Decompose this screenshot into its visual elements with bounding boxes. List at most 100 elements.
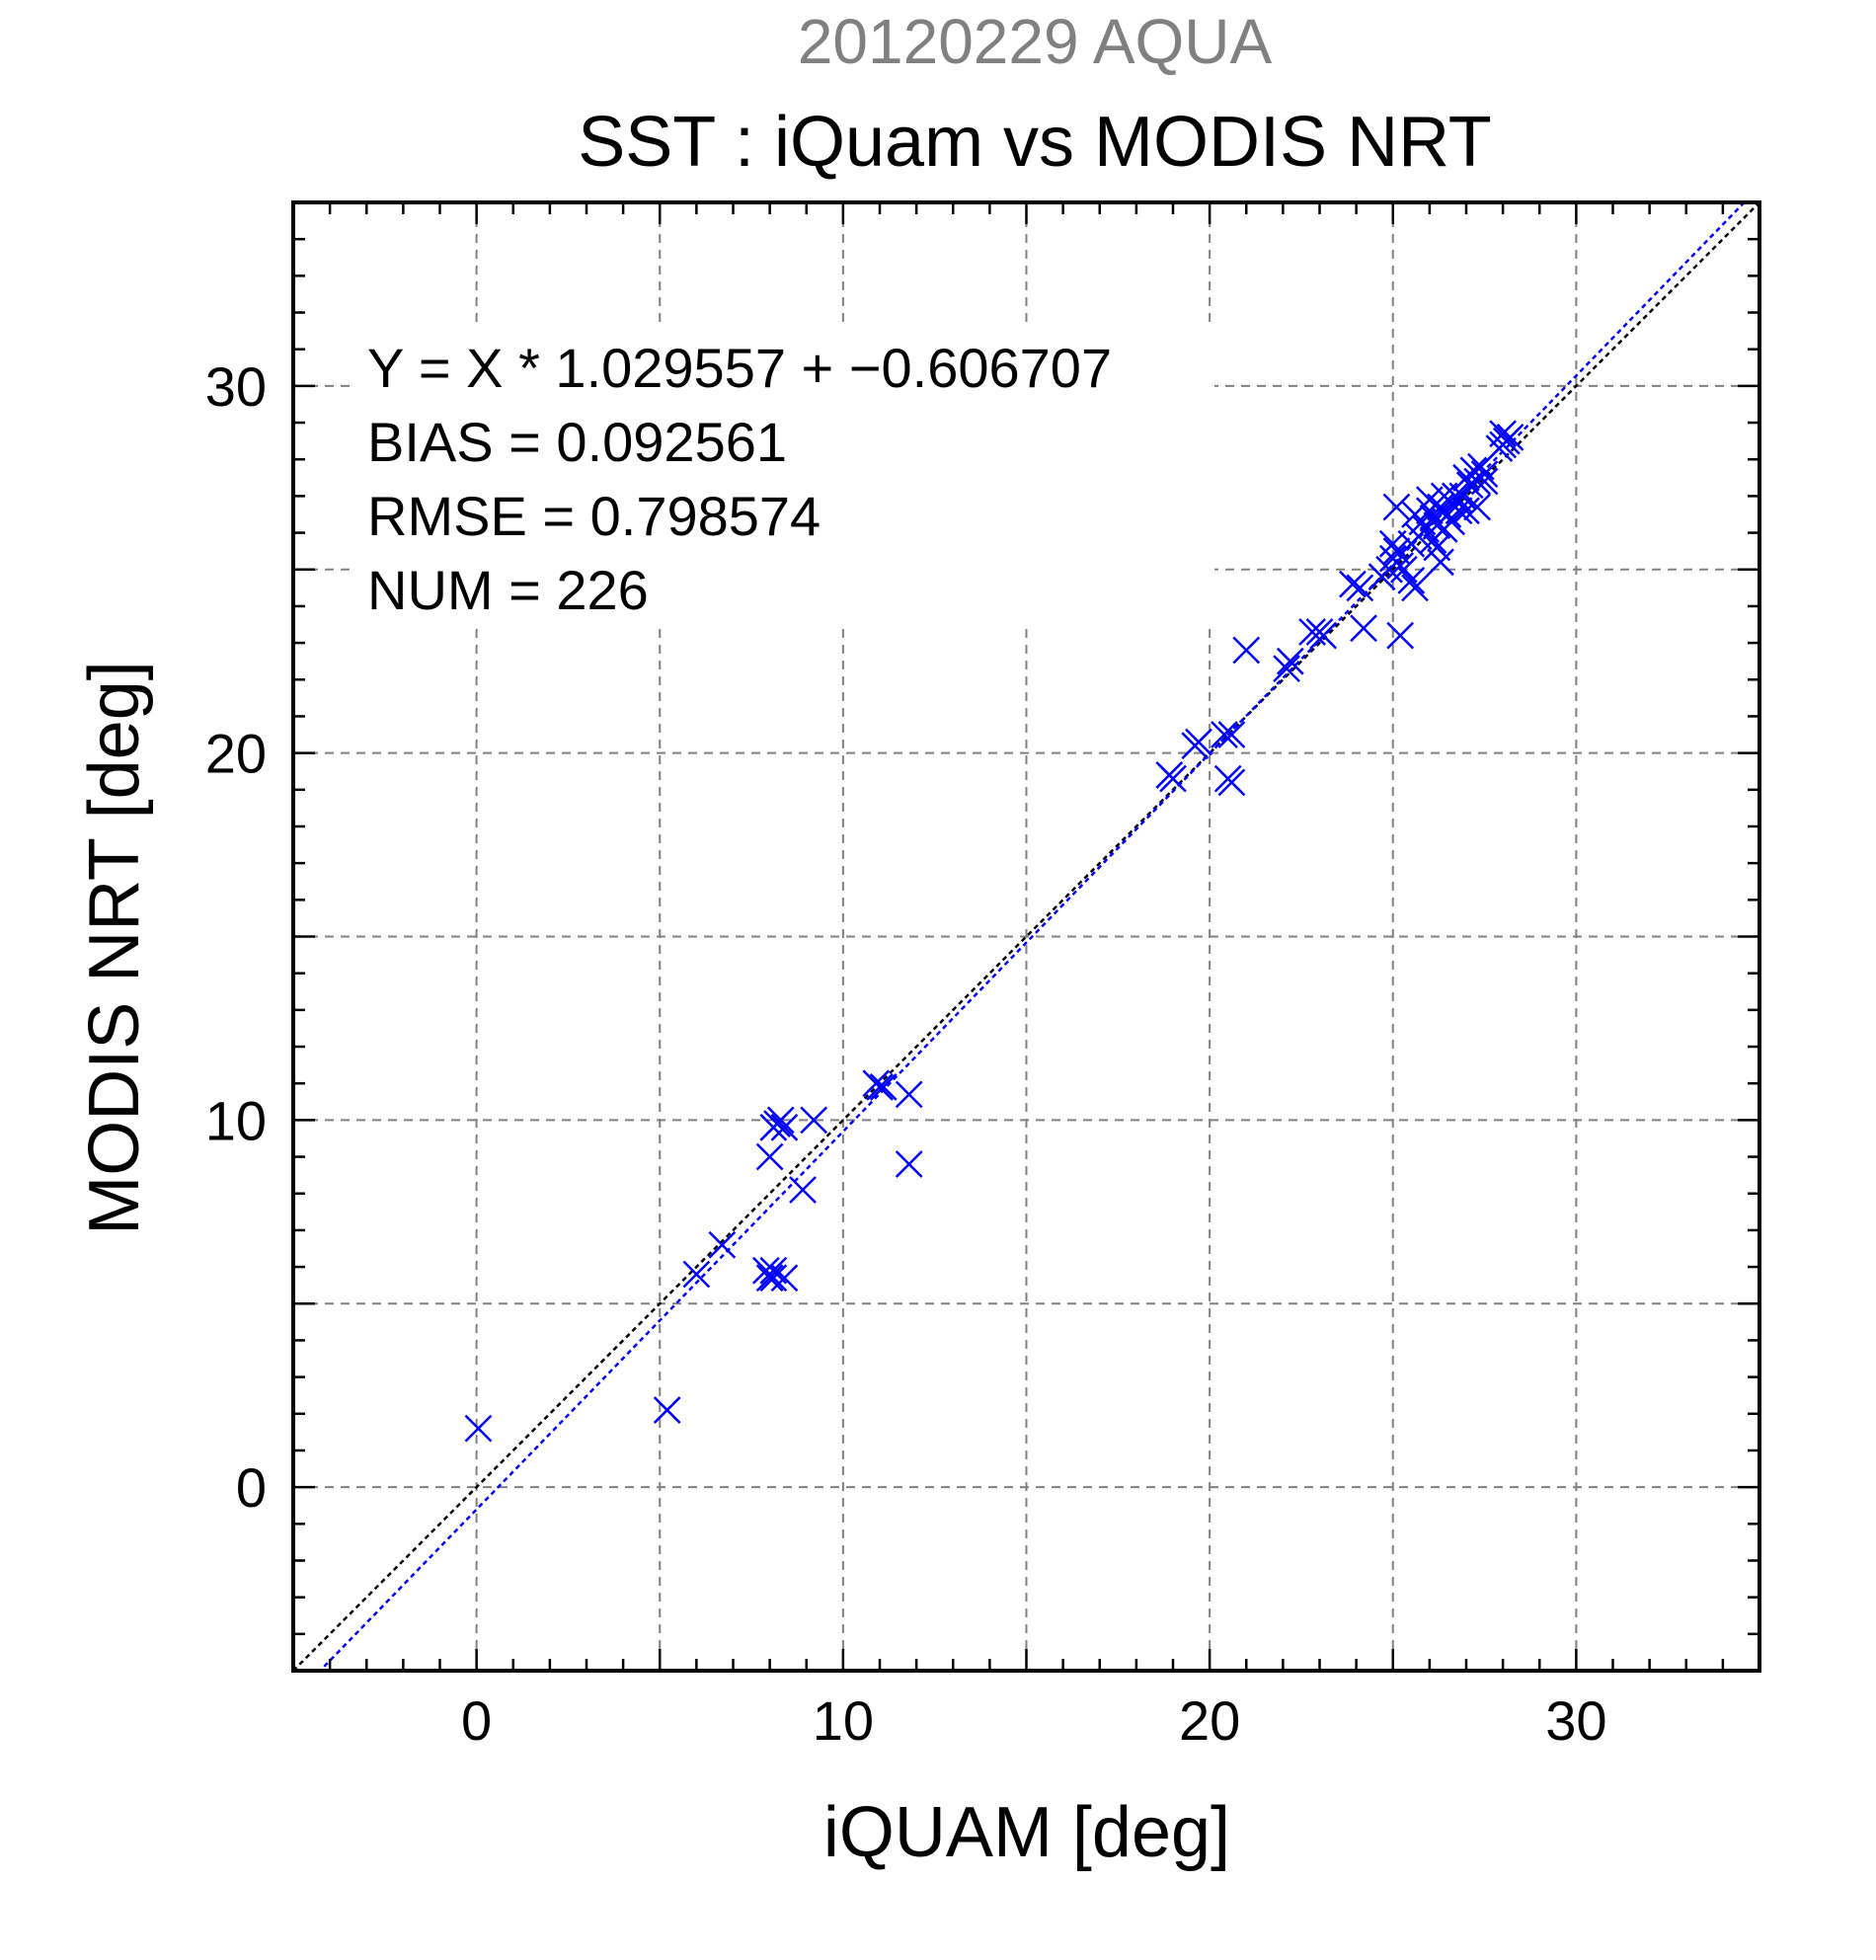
tick-labels: 0 10 20 30 0 10 20 30 bbox=[205, 355, 1607, 1752]
data-point-stroke bbox=[1397, 567, 1426, 594]
data-point-stroke bbox=[1401, 574, 1429, 602]
data-point-stroke bbox=[1427, 548, 1454, 577]
data-point-stroke bbox=[1217, 768, 1246, 797]
data-point-stroke bbox=[1339, 570, 1367, 598]
data-point bbox=[1386, 621, 1415, 650]
data-points bbox=[464, 420, 1524, 1443]
data-point-stroke bbox=[653, 1396, 681, 1424]
x-tick-label: 0 bbox=[461, 1689, 492, 1752]
num-value: NUM = 226 bbox=[367, 559, 649, 621]
data-point bbox=[1346, 574, 1374, 602]
data-point-stroke bbox=[1273, 655, 1300, 683]
data-point-stroke bbox=[755, 1264, 784, 1293]
data-point bbox=[1211, 721, 1238, 748]
data-point-stroke bbox=[1350, 614, 1377, 643]
data-point-stroke bbox=[1390, 555, 1418, 584]
data-point-stroke bbox=[1434, 501, 1462, 528]
data-point bbox=[1276, 647, 1304, 675]
data-point bbox=[895, 1080, 923, 1109]
data-point-stroke bbox=[1211, 721, 1238, 748]
data-point bbox=[895, 1150, 923, 1178]
data-point bbox=[653, 1396, 681, 1424]
data-point bbox=[1339, 570, 1367, 598]
data-point-stroke bbox=[800, 1106, 828, 1135]
data-point-stroke bbox=[1463, 493, 1492, 521]
data-point-stroke bbox=[1452, 497, 1480, 525]
data-point bbox=[1232, 636, 1261, 665]
data-point-stroke bbox=[1382, 493, 1411, 521]
data-point bbox=[1309, 621, 1338, 650]
data-point bbox=[770, 1113, 799, 1141]
data-point-stroke bbox=[869, 1073, 898, 1101]
fit-equation: Y = X * 1.029557 + −0.606707 bbox=[367, 337, 1112, 399]
data-point-stroke bbox=[755, 1142, 784, 1171]
data-point-stroke bbox=[770, 1113, 799, 1141]
data-point bbox=[766, 1106, 795, 1135]
data-point bbox=[1185, 728, 1212, 756]
data-point bbox=[1489, 420, 1518, 448]
data-point-stroke bbox=[464, 1414, 493, 1443]
data-point-stroke bbox=[1217, 721, 1246, 748]
data-point bbox=[1155, 761, 1184, 789]
y-tick-label: 10 bbox=[205, 1089, 267, 1151]
y-tick-label: 0 bbox=[236, 1456, 267, 1519]
data-point-stroke bbox=[895, 1150, 923, 1178]
data-point-stroke bbox=[708, 1230, 737, 1259]
stats-background bbox=[355, 326, 1214, 622]
reference-lines bbox=[293, 202, 1759, 1671]
x-axis-label: iQUAM [deg] bbox=[823, 1793, 1230, 1872]
axis-ticks bbox=[291, 200, 1761, 1673]
data-point bbox=[755, 1142, 784, 1171]
data-point-stroke bbox=[1298, 618, 1326, 646]
data-point-stroke bbox=[759, 1264, 788, 1293]
data-point bbox=[1217, 721, 1246, 748]
data-point bbox=[1298, 618, 1326, 646]
data-point bbox=[1382, 493, 1411, 521]
data-point-stroke bbox=[866, 1073, 894, 1101]
data-point-stroke bbox=[759, 1256, 788, 1285]
data-point-stroke bbox=[1185, 728, 1212, 756]
data-point bbox=[1452, 497, 1480, 525]
data-point-stroke bbox=[1382, 537, 1411, 566]
stats-box: Y = X * 1.029557 + −0.606707 BIAS = 0.09… bbox=[355, 326, 1214, 622]
data-point bbox=[759, 1264, 788, 1293]
data-point bbox=[1350, 614, 1377, 643]
data-point-stroke bbox=[895, 1080, 923, 1109]
x-tick-label: 30 bbox=[1545, 1689, 1606, 1752]
data-point bbox=[1470, 460, 1499, 488]
data-point-stroke bbox=[766, 1106, 795, 1135]
y-axis-label: MODIS NRT [deg] bbox=[75, 661, 154, 1235]
data-point-stroke bbox=[1309, 621, 1338, 650]
data-point-stroke bbox=[1375, 555, 1403, 584]
data-point bbox=[682, 1260, 711, 1289]
x-tick-label: 20 bbox=[1179, 1689, 1240, 1752]
data-point-stroke bbox=[1155, 761, 1184, 789]
data-point bbox=[1470, 467, 1499, 496]
data-point bbox=[1401, 574, 1429, 602]
data-point bbox=[1217, 768, 1246, 797]
data-point-stroke bbox=[1386, 621, 1415, 650]
data-point bbox=[708, 1230, 737, 1259]
regression-line bbox=[318, 202, 1747, 1671]
data-point-stroke bbox=[1276, 647, 1304, 675]
data-point bbox=[464, 1414, 493, 1443]
chart-header: 20120229 AQUA bbox=[798, 6, 1273, 77]
data-point-stroke bbox=[1232, 636, 1261, 665]
data-point-stroke bbox=[1346, 574, 1374, 602]
data-point bbox=[1496, 424, 1524, 451]
data-point bbox=[1375, 555, 1403, 584]
data-point bbox=[869, 1073, 898, 1101]
data-point bbox=[1463, 493, 1492, 521]
rmse-value: RMSE = 0.798574 bbox=[367, 485, 821, 547]
data-point-stroke bbox=[682, 1260, 711, 1289]
data-point-stroke bbox=[1489, 420, 1518, 448]
data-point bbox=[1434, 501, 1462, 528]
data-point bbox=[866, 1073, 894, 1101]
y-tick-label: 30 bbox=[205, 355, 267, 418]
x-tick-label: 10 bbox=[813, 1689, 874, 1752]
y-tick-label: 20 bbox=[205, 723, 267, 785]
data-point-stroke bbox=[1470, 467, 1499, 496]
bias-value: BIAS = 0.092561 bbox=[367, 411, 787, 473]
